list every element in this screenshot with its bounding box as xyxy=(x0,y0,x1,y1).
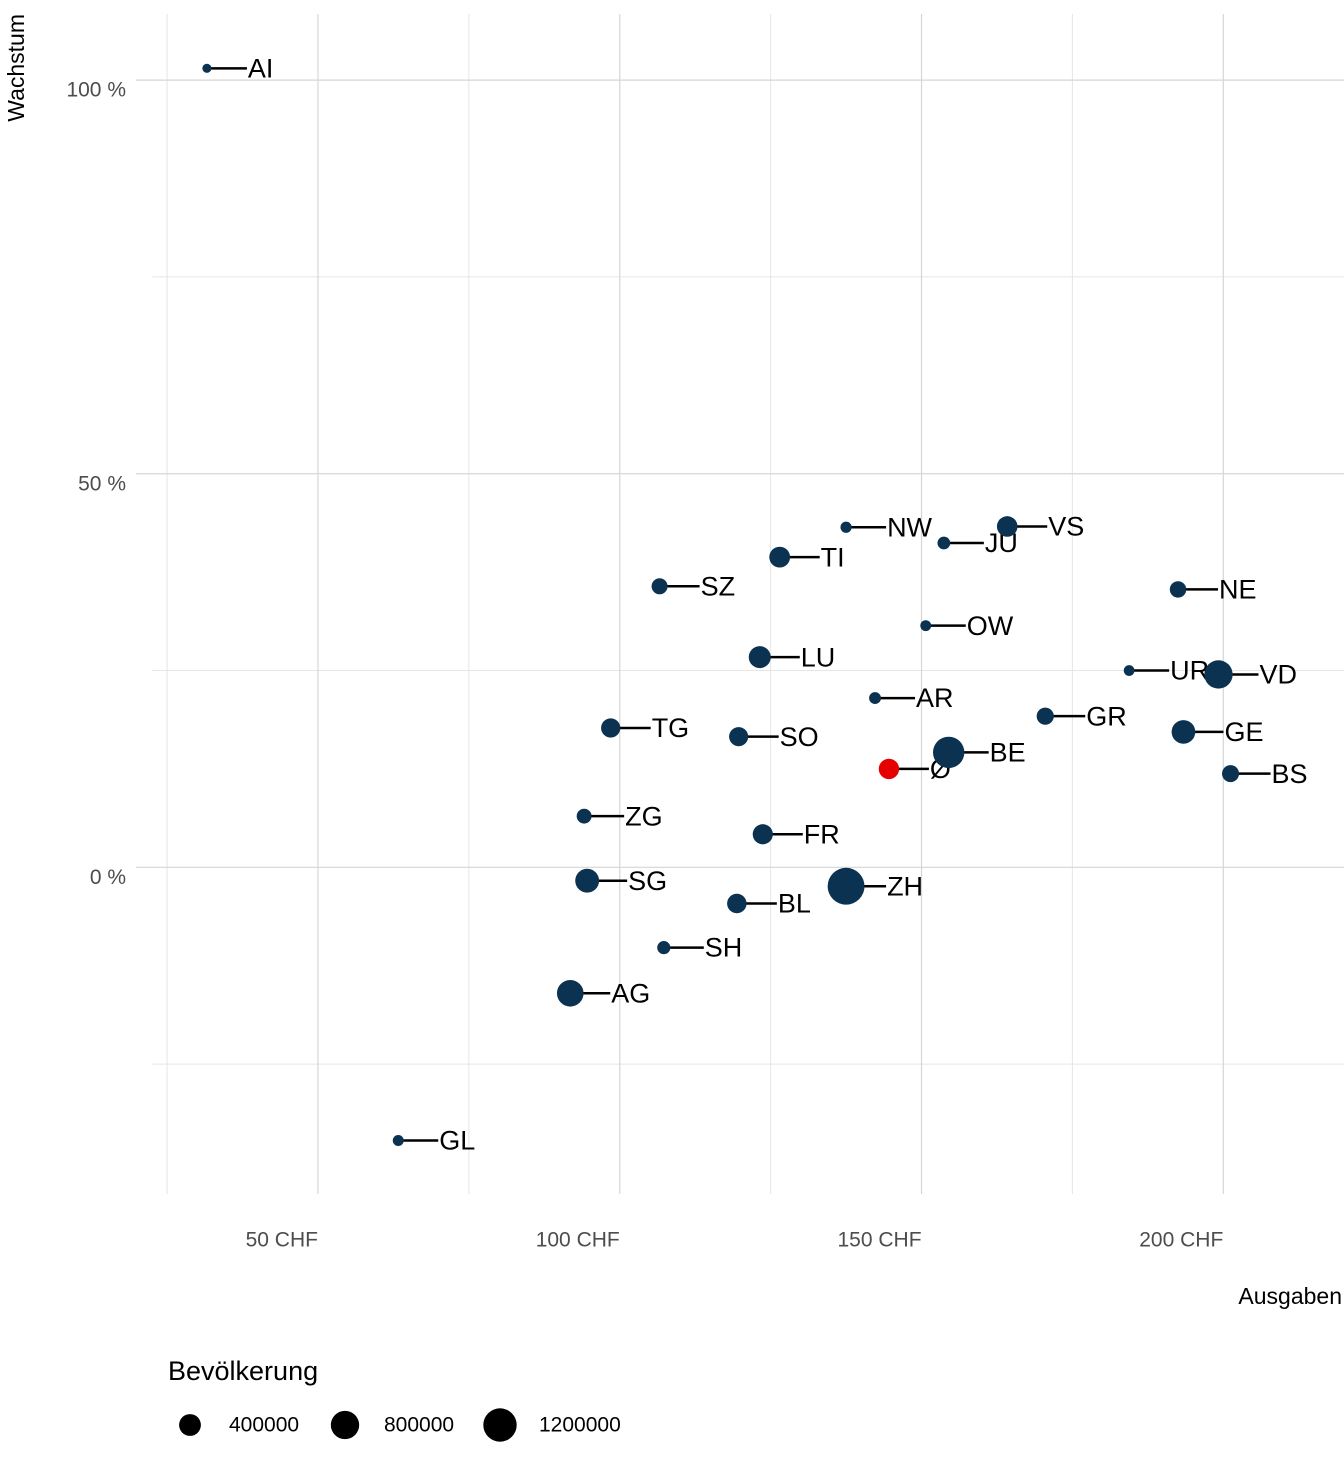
point-label: BL xyxy=(778,889,811,919)
x-axis-label: Ausgaben xyxy=(1238,1283,1342,1309)
bubble xyxy=(576,808,592,824)
bubble xyxy=(1123,665,1135,676)
bubble xyxy=(729,727,749,747)
bubble xyxy=(1222,765,1240,783)
point-label: VS xyxy=(1048,512,1084,542)
point-label: SZ xyxy=(701,571,736,601)
bubble xyxy=(392,1134,404,1146)
point-label: NW xyxy=(887,512,932,542)
legend-label: 400000 xyxy=(229,1414,299,1437)
point-label: LU xyxy=(801,642,836,672)
x-tick-label: 150 CHF xyxy=(837,1229,921,1252)
bubble xyxy=(827,867,865,905)
bubble xyxy=(840,521,852,533)
bubble xyxy=(1171,720,1196,744)
x-tick-label: 50 CHF xyxy=(246,1229,318,1252)
legend-bubble xyxy=(330,1410,360,1440)
point-label: SG xyxy=(628,866,667,896)
point-label: BE xyxy=(990,738,1026,768)
point-label: FR xyxy=(804,819,840,849)
bubble xyxy=(601,718,621,738)
point-label: ZG xyxy=(625,801,663,831)
bubble xyxy=(937,536,951,550)
bubble xyxy=(748,646,771,669)
bubble xyxy=(878,758,900,780)
x-tick-label: 100 CHF xyxy=(536,1229,620,1252)
legend-label: 1200000 xyxy=(539,1414,621,1437)
bubble xyxy=(556,979,584,1007)
y-tick-label: 0 % xyxy=(90,866,126,889)
y-tick-label: 50 % xyxy=(78,472,126,495)
point-label: ZH xyxy=(887,871,923,901)
point-label: TG xyxy=(652,713,690,743)
bubble xyxy=(657,941,671,955)
bubble xyxy=(869,692,881,705)
point-label: NE xyxy=(1219,575,1257,605)
legend-bubble xyxy=(179,1414,201,1436)
point-label: GR xyxy=(1086,701,1127,731)
bubble xyxy=(932,736,965,769)
bubble xyxy=(769,546,791,568)
legend-label: 800000 xyxy=(384,1414,454,1437)
point-label: UR xyxy=(1170,656,1209,686)
bubble xyxy=(752,824,773,845)
point-label: OW xyxy=(967,611,1014,641)
legend-bubble xyxy=(483,1408,517,1442)
point-label: AI xyxy=(248,53,274,83)
y-axis-label: Wachstum xyxy=(3,14,29,122)
point-label: BS xyxy=(1272,759,1308,789)
bubble xyxy=(651,578,668,595)
point-label: GL xyxy=(439,1126,475,1156)
bubble xyxy=(996,516,1018,537)
y-tick-label: 100 % xyxy=(66,79,126,102)
bubble xyxy=(1204,660,1233,689)
legend-title: Bevölkerung xyxy=(168,1356,318,1386)
bubble xyxy=(202,63,212,73)
bubble xyxy=(1036,707,1054,725)
bubble xyxy=(727,893,747,914)
bubble xyxy=(920,620,932,632)
point-label: SH xyxy=(705,933,743,963)
point-label: SO xyxy=(780,722,819,752)
bubble xyxy=(575,868,600,893)
point-label: TI xyxy=(821,542,845,572)
point-label: GE xyxy=(1224,717,1263,747)
point-label: AG xyxy=(611,978,650,1008)
point-label: AR xyxy=(916,683,954,713)
point-label: VD xyxy=(1259,660,1297,690)
bubble xyxy=(1169,581,1187,598)
x-tick-label: 200 CHF xyxy=(1139,1229,1223,1252)
